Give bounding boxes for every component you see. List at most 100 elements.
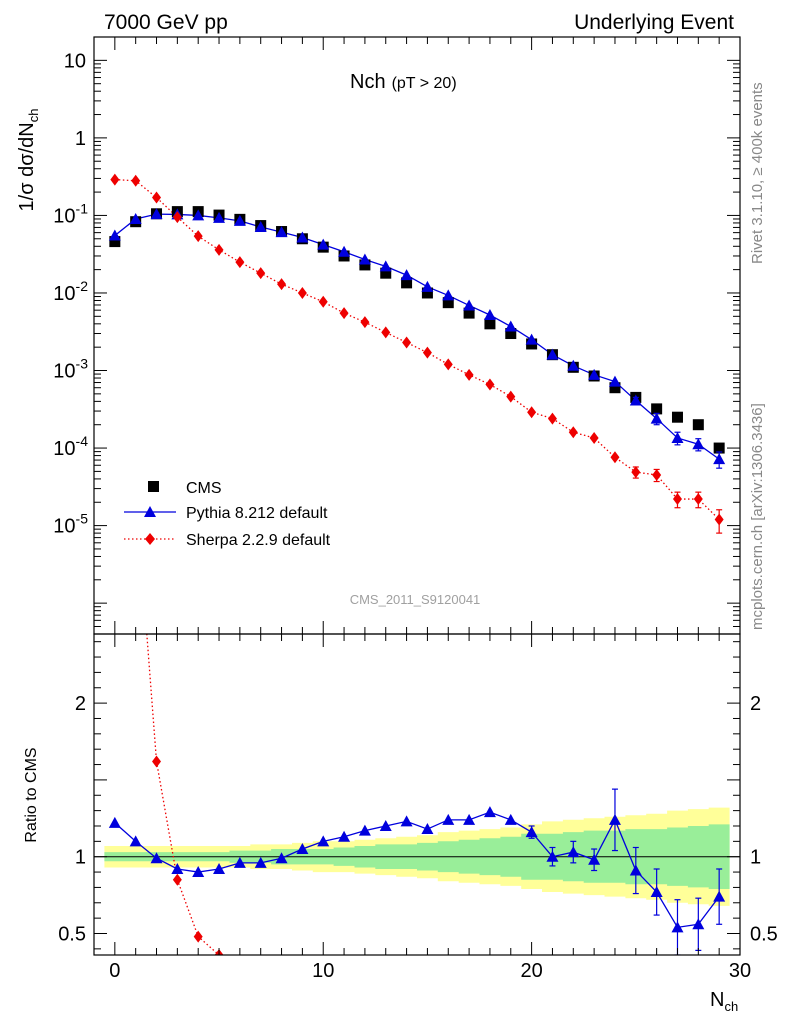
pythia-point <box>483 308 496 320</box>
pythia-point <box>192 209 205 221</box>
cms-point <box>609 382 621 394</box>
ratio-y-tick-label: 2 <box>75 693 86 715</box>
ratio-frame <box>93 633 741 956</box>
pythia-point <box>629 394 642 406</box>
sherpa-point <box>235 256 245 269</box>
ratio-pythia-point <box>358 824 371 836</box>
ratio-pythia-point <box>233 856 246 868</box>
ratio-pythia-point <box>317 835 330 847</box>
ratio-sherpa-point <box>673 990 682 1002</box>
pythia-point <box>567 359 580 371</box>
ratio-sherpa-point <box>527 984 536 996</box>
pythia-point <box>588 368 601 380</box>
plot-title: Nch (pT > 20) <box>350 71 457 93</box>
pythia-point <box>275 226 288 238</box>
ratio-sherpa-point <box>340 977 349 989</box>
y-tick-label-exponent: -3 <box>76 356 89 372</box>
pythia-point <box>379 260 392 272</box>
pythia-point <box>421 280 434 292</box>
legend-label-cms: CMS <box>186 480 222 497</box>
pythia-point <box>254 220 267 232</box>
sherpa-point <box>693 493 703 506</box>
ratio-sherpa-point <box>235 961 244 973</box>
ratio-pythia-point <box>150 852 163 864</box>
analysis-id: CMS_2011_S9120041 <box>350 592 481 607</box>
sherpa-point <box>131 174 141 187</box>
pythia-point <box>400 269 413 281</box>
ratio-series-group <box>94 634 740 1002</box>
pythia-point <box>608 375 621 387</box>
ratio-pythia-point <box>379 819 392 831</box>
ratio-sherpa-point <box>444 980 453 992</box>
ratio-sherpa-point <box>569 981 578 993</box>
cms-point <box>380 267 392 279</box>
sherpa-point <box>672 493 682 506</box>
ratio-sherpa-point <box>548 981 557 993</box>
ratio-axis-label: Ratio to CMS <box>23 747 40 842</box>
ratio-y-tick-label: 1 <box>75 847 86 869</box>
ratio-pythia-point <box>421 823 434 835</box>
ratio-sherpa-point <box>590 980 599 992</box>
pythia-point <box>233 214 246 226</box>
y-tick-label-base: 10 <box>53 438 75 460</box>
y-tick-label-base: 10 <box>64 50 86 72</box>
ratio-y-tick-label: 0.5 <box>58 923 86 945</box>
sherpa-point <box>506 390 516 403</box>
pythia-point <box>442 289 455 301</box>
pythia-point <box>338 245 351 257</box>
ratio-pythia-point <box>504 813 517 825</box>
sherpa-point <box>422 346 432 359</box>
sherpa-point <box>152 191 162 204</box>
ratio-pythia-point <box>296 843 309 855</box>
cms-point <box>421 287 433 299</box>
sherpa-point <box>464 368 474 381</box>
header-left: 7000 GeV pp <box>104 11 228 34</box>
cms-point <box>651 403 663 415</box>
x-tick-label: 30 <box>729 960 751 982</box>
y-tick-label-base: 1 <box>75 128 86 150</box>
ratio-pythia-point <box>608 813 621 825</box>
ratio-sherpa-point <box>652 983 661 995</box>
legend: CMS Pythia 8.212 default Sherpa 2.2.9 de… <box>124 480 331 549</box>
cms-point <box>359 259 371 271</box>
ratio-sherpa-point <box>193 930 203 943</box>
ratio-pythia-point <box>400 815 413 827</box>
ratio-sherpa-point <box>277 972 286 984</box>
ratio-pythia-point <box>567 846 580 858</box>
sherpa-point <box>360 316 370 329</box>
sherpa-point <box>443 358 453 371</box>
ratio-sherpa-point <box>256 967 265 979</box>
sherpa-point <box>714 513 724 526</box>
sherpa-line <box>114 178 720 520</box>
pythia-point <box>713 453 726 465</box>
sherpa-point <box>547 412 557 425</box>
ratio-sherpa-point <box>402 978 411 990</box>
cms-point <box>463 307 475 319</box>
ratio-sherpa-point <box>172 873 182 886</box>
ratio-pythia-point <box>338 830 351 842</box>
sherpa-point <box>214 243 224 256</box>
x-tick-label: 0 <box>109 960 120 982</box>
y-tick-label: 10-3 <box>53 356 88 383</box>
y-tick-label: 1 <box>75 128 86 150</box>
pythia-point <box>213 211 226 223</box>
ratio-pythia-point <box>129 835 142 847</box>
sherpa-point <box>256 267 266 280</box>
ratio-pythia-point <box>546 850 559 862</box>
ratio-pythia-point <box>483 806 496 818</box>
ratio-sherpa-point <box>423 978 432 990</box>
ratio-sherpa-point <box>360 977 369 989</box>
ratio-pythia-point <box>192 866 205 878</box>
y-tick-label-base: 10 <box>53 283 75 305</box>
sherpa-point <box>402 336 412 349</box>
rivet-label: Rivet 3.1.10, ≥ 400k events <box>749 82 766 264</box>
ratio-sherpa-point <box>381 978 390 990</box>
sherpa-point <box>589 431 599 444</box>
sherpa-point <box>527 406 537 419</box>
ratio-pythia-point <box>525 826 538 838</box>
cms-point <box>401 277 413 289</box>
legend-label-sherpa: Sherpa 2.2.9 default <box>186 532 331 549</box>
pythia-line <box>114 213 720 460</box>
pythia-point <box>504 320 517 332</box>
